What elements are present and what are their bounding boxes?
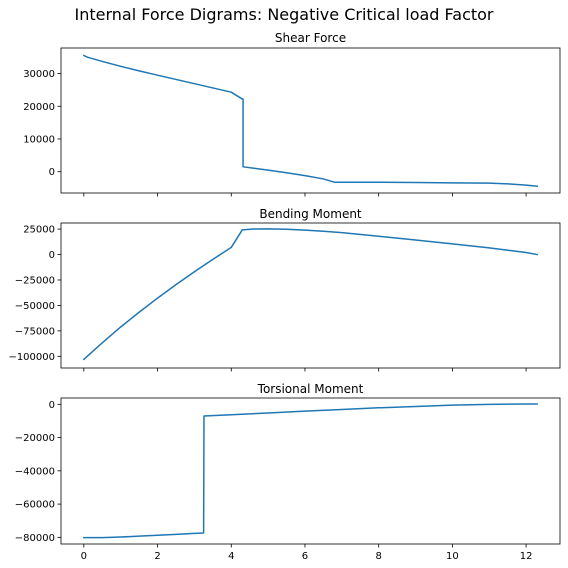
torsional-moment-xtick-label: 12: [520, 551, 533, 562]
torsional-moment-line: [83, 403, 538, 539]
bending-moment-ytick-label: 25000: [23, 225, 55, 236]
shear-force-line: [82, 54, 538, 187]
torsional-moment-ytick-label: −60000: [15, 500, 55, 511]
bending-moment-axes-frame: [60, 222, 561, 369]
torsional-moment-xtick-label: 0: [81, 551, 87, 562]
torsional-moment-panel: Torsional Moment 0 2 4 6 8 10 12 −80000 −60000 −4…: [15, 382, 561, 562]
bending-moment-ytick-label: −50000: [15, 301, 55, 312]
shear-force-ytick-label: 20000: [23, 102, 55, 113]
bending-moment-panel: Bending Moment −100000 −75000 −50000 −25000…: [8, 207, 561, 372]
bending-moment-ytick-label: −75000: [15, 326, 55, 337]
shear-force-ytick-label: 30000: [23, 69, 55, 80]
bending-moment-ytick-label: −25000: [15, 275, 55, 286]
torsional-moment-ticks: 0 2 4 6 8 10 12 −80000 −60000 −40000 −20000 0: [15, 400, 533, 562]
torsional-moment-ytick-label: 0: [49, 400, 55, 411]
torsional-moment-xtick-label: 2: [154, 551, 160, 562]
shear-force-axes-frame: [60, 47, 561, 194]
figure-suptitle: Internal Force Digrams: Negative Critica…: [74, 5, 493, 24]
torsional-moment-xtick-label: 6: [302, 551, 308, 562]
torsional-moment-xtick-label: 8: [375, 551, 381, 562]
torsional-moment-title: Torsional Moment: [257, 382, 364, 396]
bending-moment-title: Bending Moment: [259, 207, 362, 221]
torsional-moment-ytick-label: −20000: [15, 433, 55, 444]
shear-force-title: Shear Force: [275, 31, 346, 45]
shear-force-ticks: 0 10000 20000 30000: [23, 69, 527, 197]
bending-moment-ticks: −100000 −75000 −50000 −25000 0 25000: [8, 225, 527, 372]
torsional-moment-series: [83, 403, 538, 539]
shear-force-ytick-label: 0: [49, 167, 55, 178]
torsional-moment-axes-frame: [60, 397, 561, 545]
torsional-moment-ytick-label: −40000: [15, 466, 55, 477]
torsional-moment-xtick-label: 10: [446, 551, 459, 562]
bending-moment-series: [82, 228, 539, 361]
shear-force-ytick-label: 10000: [23, 134, 55, 145]
bending-moment-line: [82, 228, 539, 361]
torsional-moment-xtick-label: 4: [228, 551, 234, 562]
bending-moment-ytick-label: 0: [49, 250, 55, 261]
bending-moment-ytick-label: −100000: [8, 352, 55, 363]
shear-force-series: [82, 54, 538, 187]
torsional-moment-ytick-label: −80000: [15, 533, 55, 544]
shear-force-panel: Shear Force 0 10000 20000 30000: [23, 31, 561, 197]
